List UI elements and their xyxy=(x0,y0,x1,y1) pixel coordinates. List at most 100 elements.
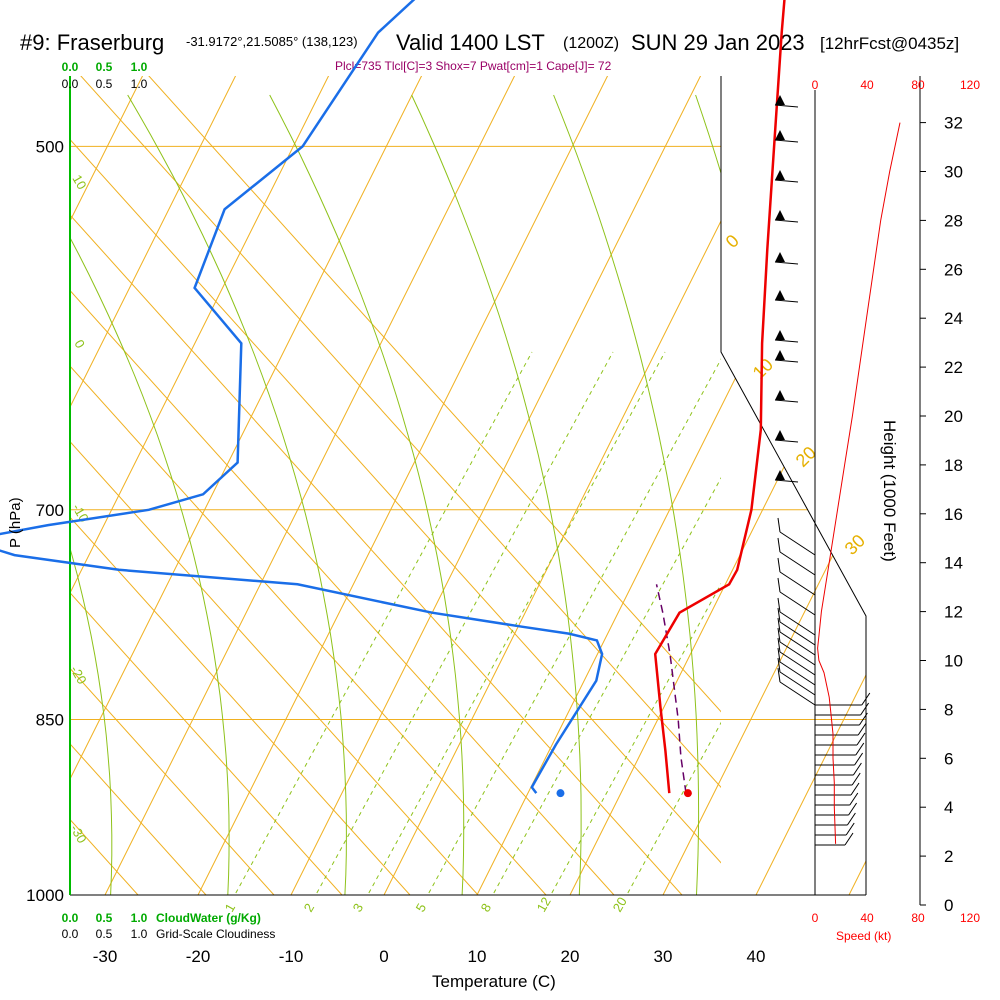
mixing-ratio-label: 5 xyxy=(413,901,430,915)
wind-barb xyxy=(779,671,816,696)
wind-barb xyxy=(850,782,860,796)
wind-barb xyxy=(777,597,781,613)
cloudwater-tick-top: 0.5 xyxy=(96,60,113,74)
height-tick-label: 10 xyxy=(944,652,963,671)
cloudiness-tick-bottom: 1.0 xyxy=(131,927,148,941)
cloudiness-tick-top: 0.0 xyxy=(62,77,79,91)
moist-adiabat-lines xyxy=(70,94,721,895)
wind-barb xyxy=(775,170,785,180)
wind-barb xyxy=(775,130,785,140)
wind-barb xyxy=(775,470,785,480)
temperature-line xyxy=(653,0,786,794)
mixing-ratio-label: 2 xyxy=(301,901,318,915)
station-title: #9: Fraserburg xyxy=(20,30,164,55)
wind-barb xyxy=(777,617,781,633)
dry-adiabat xyxy=(70,516,411,895)
temperature-tick-label: 10 xyxy=(468,947,487,966)
mixing-ratio-labels: 1 2 3 5 8 12 20 xyxy=(222,894,630,914)
wind-barb xyxy=(774,359,799,363)
wind-barb xyxy=(857,722,867,736)
height-tick-label: 0 xyxy=(944,896,953,915)
dry-adiabat xyxy=(70,138,721,864)
cloudiness-label: Grid-Scale Cloudiness xyxy=(156,927,275,941)
temperature-tick-label: -10 xyxy=(279,947,304,966)
wind-barb xyxy=(779,641,816,666)
dry-adiabat-label: 10 xyxy=(69,172,89,192)
temperature-tick-label: 20 xyxy=(561,947,580,966)
dry-adiabat xyxy=(70,667,275,895)
wind-barb xyxy=(774,179,799,183)
wind-barb xyxy=(852,762,862,776)
wind-barb xyxy=(777,647,781,663)
dry-adiabat xyxy=(70,365,547,895)
isotherm--110 xyxy=(70,76,111,895)
pressure-tick-label: 1000 xyxy=(26,886,64,905)
wind-barb xyxy=(775,252,785,262)
wind-barb xyxy=(774,339,799,343)
height-tick-label: 8 xyxy=(944,700,953,719)
wind-barb xyxy=(775,390,785,400)
wind-barb xyxy=(777,537,781,553)
wind-barb xyxy=(775,430,785,440)
cloudwater-tick-top: 0.0 xyxy=(62,60,79,74)
temperature-tick-label: -30 xyxy=(93,947,118,966)
wind-barb xyxy=(774,299,799,303)
wind-barb xyxy=(779,661,816,686)
isotherm--30 xyxy=(104,76,855,895)
wind-barb xyxy=(779,531,816,556)
temperature-axis-ticks: -30 -20 -10 0 10 20 30 40 xyxy=(93,947,766,966)
moist-adiabat xyxy=(127,94,347,895)
wind-barb xyxy=(845,822,855,836)
wind-barb xyxy=(855,742,865,756)
speed-tick-top: 40 xyxy=(860,78,874,92)
height-axis-label: Height (1000 Feet) xyxy=(880,420,899,562)
wind-barb xyxy=(779,591,816,616)
sounding-traces xyxy=(0,0,786,798)
isotherm--50 xyxy=(70,76,669,895)
height-tick-label: 28 xyxy=(944,211,963,230)
height-tick-label: 26 xyxy=(944,260,963,279)
wind-barb xyxy=(775,350,785,360)
isotherm--80 xyxy=(70,76,390,895)
height-tick-label: 24 xyxy=(944,309,963,328)
speed-tick-bottom: 40 xyxy=(860,911,874,925)
cloudwater-label: CloudWater (g/Kg) xyxy=(156,911,261,925)
wind-barb xyxy=(849,792,859,806)
sounding-params: Plcl=735 Tlcl[C]=3 Shox=7 Pwat[cm]=1 Cap… xyxy=(335,59,612,73)
wind-barb xyxy=(860,702,870,716)
isotherm-0 xyxy=(383,76,866,895)
pressure-axis-label: P (hPa) xyxy=(7,497,24,548)
wind-barb xyxy=(844,832,854,846)
wind-barb xyxy=(775,95,785,105)
forecast-date: SUN 29 Jan 2023 xyxy=(631,30,805,55)
moist-adiabat xyxy=(411,94,582,895)
wind-barb xyxy=(777,607,781,623)
cloudwater-tick-bottom: 0.0 xyxy=(62,911,79,925)
pressure-tick-label: 850 xyxy=(36,710,64,729)
wind-barb xyxy=(848,802,858,816)
wind-barbs xyxy=(774,95,871,846)
wind-barb xyxy=(774,439,799,443)
speed-profile xyxy=(817,122,901,844)
mixing-ratio-label: 12 xyxy=(534,894,554,914)
dry-adiabat xyxy=(0,0,2,895)
height-tick-label: 20 xyxy=(944,407,963,426)
height-tick-label: 18 xyxy=(944,456,963,475)
mixing-ratio-line xyxy=(626,721,721,895)
isotherm-30 xyxy=(662,76,866,895)
height-tick-label: 14 xyxy=(944,554,963,573)
wind-barb xyxy=(858,712,868,726)
temperature-tick-label: 30 xyxy=(654,947,673,966)
dewpoint-line xyxy=(0,0,604,794)
mixing-ratio-line xyxy=(427,358,721,895)
wind-barb xyxy=(779,621,816,646)
isotherm-50 xyxy=(848,76,866,895)
cloudiness-tick-top: 0.5 xyxy=(96,77,113,91)
cloudwater-tick-bottom: 1.0 xyxy=(131,911,148,925)
temperature-tick-label: 0 xyxy=(379,947,388,966)
speed-tick-bottom: 80 xyxy=(911,911,925,925)
pressure-tick-label: 700 xyxy=(36,501,64,520)
isotherm--20 xyxy=(197,76,866,895)
cloudwater-tick-top: 1.0 xyxy=(131,60,148,74)
